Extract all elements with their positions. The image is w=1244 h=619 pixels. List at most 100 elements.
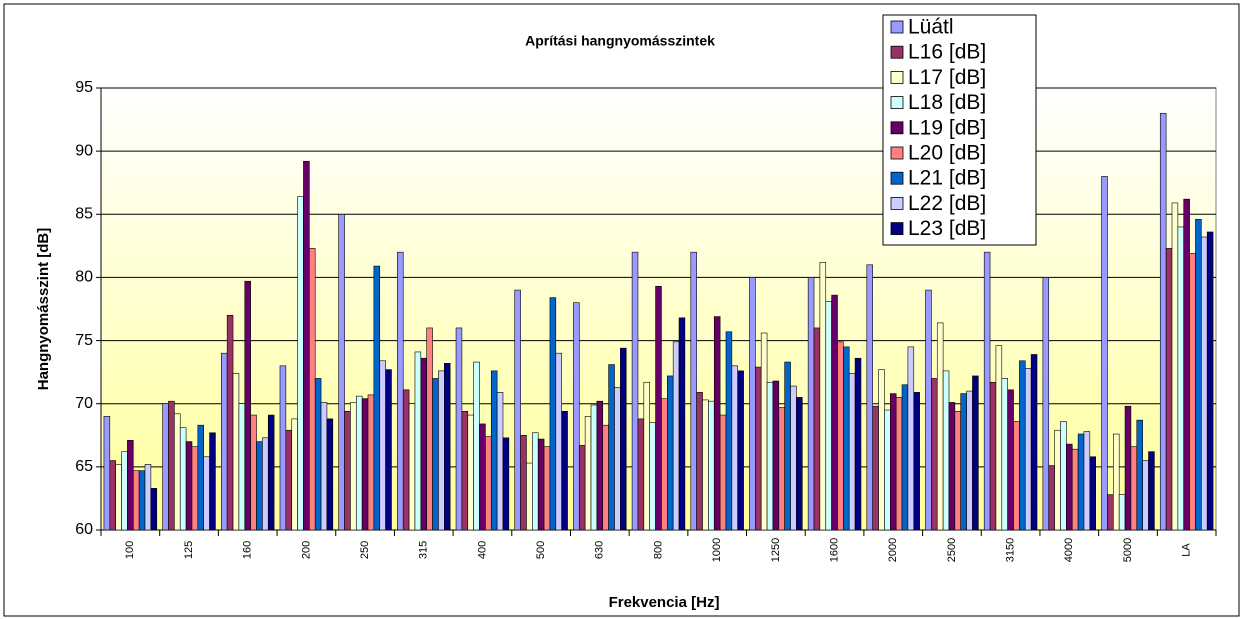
bar: [1042, 277, 1050, 531]
x-tick-label: 630: [594, 541, 606, 559]
bar: [373, 265, 381, 531]
bar: [402, 389, 410, 531]
bar: [467, 414, 474, 531]
bar: [1083, 431, 1091, 531]
bar: [731, 365, 739, 531]
y-tick-label: 75: [75, 332, 93, 349]
bar: [514, 289, 521, 531]
bar: [138, 470, 146, 531]
bar: [643, 381, 650, 531]
bar: [614, 386, 621, 531]
bar: [661, 398, 668, 531]
bar: [526, 462, 533, 531]
bar: [244, 280, 251, 531]
bar: [256, 441, 263, 531]
bar: [1024, 368, 1032, 531]
bar: [1124, 405, 1132, 531]
bar: [948, 402, 956, 531]
legend-label: Lüátl: [908, 16, 954, 39]
bar: [485, 436, 492, 531]
bar: [690, 251, 697, 531]
bar: [537, 438, 545, 531]
y-tick-label: 70: [75, 395, 93, 412]
bar: [848, 373, 856, 531]
bar: [772, 380, 780, 531]
bar: [285, 429, 293, 531]
bar: [326, 418, 334, 531]
bar: [784, 361, 791, 531]
bar: [338, 213, 345, 531]
x-tick-label: 400: [476, 541, 488, 559]
bar: [790, 385, 797, 531]
bar: [1189, 253, 1196, 531]
bar: [238, 403, 246, 531]
x-tick-label: 800: [652, 541, 664, 559]
bar: [620, 347, 627, 531]
y-axis-title: Hangnyomásszint [dB]: [35, 228, 52, 391]
bar: [778, 407, 785, 531]
bar: [543, 446, 551, 531]
bar: [1001, 378, 1008, 531]
bar: [843, 346, 850, 531]
y-tick-label: 80: [75, 269, 93, 286]
legend-marker: [890, 20, 904, 34]
bar: [1206, 231, 1214, 531]
bar: [1048, 465, 1055, 531]
bar: [426, 327, 433, 531]
bar: [578, 445, 586, 531]
bar: [1171, 202, 1179, 531]
bar: [367, 394, 375, 531]
bar: [649, 422, 656, 531]
bar: [132, 470, 140, 531]
bar: [725, 331, 733, 531]
bar: [573, 302, 580, 531]
bar: [796, 397, 803, 531]
bar: [1019, 360, 1026, 531]
bar: [596, 400, 604, 531]
legend-marker: [890, 222, 904, 236]
y-tick-label: 95: [75, 79, 93, 96]
chart-title: Aprítási hangnyomásszintek: [525, 33, 715, 49]
bar: [414, 351, 422, 531]
bar: [1007, 389, 1014, 531]
bar: [913, 392, 920, 531]
bar: [702, 399, 709, 531]
bar: [121, 451, 128, 531]
x-tick-label: 1000: [711, 538, 723, 562]
legend-marker: [890, 121, 904, 135]
bar: [737, 370, 744, 531]
bar: [314, 378, 322, 531]
bar: [602, 424, 609, 531]
legend-label: L21 [dB]: [908, 167, 986, 190]
bar: [1071, 448, 1079, 531]
bar: [696, 392, 703, 531]
bar: [878, 369, 885, 531]
x-tick-label: 2000: [887, 538, 899, 562]
bar: [561, 410, 568, 531]
legend-label: L19 [dB]: [908, 116, 986, 139]
bar: [344, 410, 351, 531]
bar: [584, 416, 592, 531]
bar: [279, 365, 287, 531]
bar: [1142, 460, 1149, 531]
bar: [672, 341, 680, 531]
bar: [115, 464, 122, 531]
bar: [1118, 494, 1126, 531]
bar: [1148, 451, 1155, 531]
legend-marker: [890, 45, 904, 59]
bar: [209, 432, 216, 531]
x-tick-label: 3150: [1005, 538, 1017, 562]
bar: [455, 327, 463, 531]
y-tick-label: 65: [75, 458, 93, 475]
bar: [872, 405, 879, 531]
bar: [954, 410, 962, 531]
bar: [438, 370, 445, 531]
bar: [1107, 494, 1114, 531]
bar: [479, 423, 486, 531]
bar: [385, 369, 392, 531]
bar: [713, 316, 721, 531]
legend-marker: [890, 196, 904, 210]
bar: [1077, 433, 1085, 531]
legend-label: L18 [dB]: [908, 91, 986, 114]
